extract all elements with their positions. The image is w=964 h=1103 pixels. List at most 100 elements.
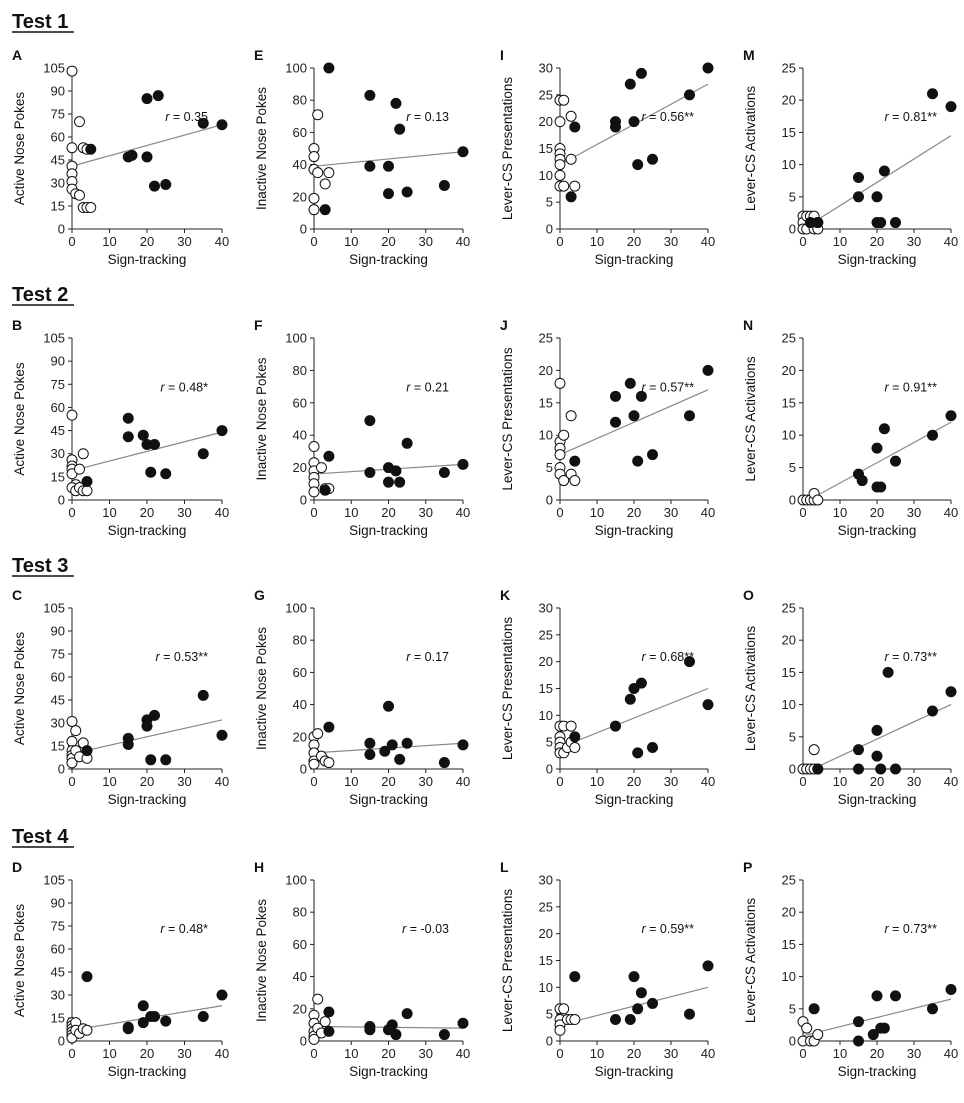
- regression-line: [559, 389, 709, 456]
- open-point: [308, 204, 320, 216]
- filled-point: [81, 745, 93, 757]
- filled-point: [882, 666, 894, 678]
- y-axis-label: Active Nose Pokes: [12, 904, 27, 1018]
- x-tick-label: 30: [907, 505, 921, 520]
- filled-point: [853, 171, 864, 183]
- y-tick-label: 20: [539, 363, 553, 378]
- filled-point: [853, 744, 864, 756]
- filled-point: [624, 1014, 636, 1026]
- r-annotation: r = 0.59**: [642, 922, 695, 936]
- x-tick-label: 30: [664, 234, 678, 249]
- y-tick-label: 0: [300, 1034, 307, 1049]
- x-tick-label: 40: [215, 774, 229, 789]
- x-axis-label: Sign-tracking: [349, 252, 428, 267]
- filled-point: [684, 656, 695, 668]
- filled-point: [457, 739, 469, 751]
- y-tick-label: 100: [285, 331, 307, 346]
- y-tick-label: 20: [293, 189, 307, 204]
- r-symbol: r: [885, 110, 890, 124]
- filled-point: [390, 1029, 402, 1041]
- open-point: [812, 494, 824, 506]
- filled-point: [945, 410, 957, 422]
- y-tick-label: 100: [285, 61, 307, 76]
- filled-point: [401, 437, 413, 449]
- y-tick-label: 75: [51, 647, 65, 662]
- filled-point: [383, 188, 394, 200]
- open-point: [308, 151, 320, 163]
- y-tick-label: 0: [789, 222, 796, 237]
- y-tick-label: 45: [51, 153, 65, 168]
- x-tick-label: 0: [799, 774, 806, 789]
- panel-d: D 0 15 30 45 60 75 90 105 0 10 20 30 40 Sign-tracking A…: [12, 859, 229, 1079]
- open-point: [554, 116, 566, 128]
- open-point: [554, 377, 566, 389]
- open-point: [66, 409, 78, 421]
- filled-point: [569, 121, 581, 133]
- filled-point: [565, 191, 577, 203]
- r-value: = 0.48*: [165, 922, 209, 936]
- x-tick-label: 0: [556, 774, 563, 789]
- panel-b: B 0 15 30 45 60 75 90 105 0 10 20 30 40 Sign-tracking A…: [12, 317, 229, 538]
- filled-point: [364, 160, 376, 172]
- filled-point: [216, 425, 228, 437]
- y-tick-label: 60: [293, 395, 307, 410]
- filled-point: [160, 179, 172, 191]
- filled-point: [632, 747, 644, 759]
- open-point: [308, 192, 320, 204]
- x-tick-label: 30: [907, 1046, 921, 1061]
- x-axis-label: Sign-tracking: [349, 523, 428, 538]
- x-tick-label: 10: [344, 1046, 358, 1061]
- x-tick-label: 10: [590, 774, 604, 789]
- x-tick-label: 40: [944, 1046, 958, 1061]
- r-value: = 0.57**: [646, 380, 694, 394]
- x-tick-label: 40: [944, 234, 958, 249]
- y-tick-label: 15: [782, 395, 796, 410]
- open-point: [66, 715, 78, 727]
- filled-point: [323, 450, 335, 462]
- x-axis-label: Sign-tracking: [595, 523, 674, 538]
- x-tick-label: 30: [664, 1046, 678, 1061]
- y-axis-label: Active Nose Pokes: [12, 92, 27, 206]
- x-tick-label: 0: [556, 505, 563, 520]
- x-tick-label: 0: [799, 234, 806, 249]
- x-tick-label: 10: [102, 774, 116, 789]
- filled-point: [383, 160, 394, 172]
- r-value: = 0.13: [410, 110, 449, 124]
- open-point: [308, 758, 320, 770]
- y-axis-label: Inactive Nose Pokes: [254, 627, 269, 750]
- open-point: [554, 1024, 566, 1036]
- r-annotation: r = 0.13: [406, 110, 449, 124]
- x-axis-label: Sign-tracking: [108, 792, 187, 807]
- filled-point: [867, 1029, 879, 1041]
- filled-point: [684, 89, 695, 101]
- open-point: [323, 167, 335, 179]
- y-tick-label: 10: [782, 969, 796, 984]
- open-point: [569, 1014, 581, 1026]
- open-point: [569, 180, 581, 192]
- y-tick-label: 15: [539, 681, 553, 696]
- x-tick-label: 20: [140, 505, 154, 520]
- filled-point: [878, 165, 890, 177]
- filled-point: [137, 1017, 149, 1029]
- filled-point: [149, 1010, 160, 1022]
- x-axis-label: Sign-tracking: [108, 523, 187, 538]
- x-tick-label: 10: [833, 234, 847, 249]
- y-tick-label: 90: [51, 896, 65, 911]
- open-point: [569, 475, 581, 487]
- r-annotation: r = 0.57**: [642, 380, 695, 394]
- y-tick-label: 0: [58, 1034, 65, 1049]
- open-point: [319, 1016, 331, 1028]
- x-tick-label: 10: [102, 234, 116, 249]
- y-tick-label: 45: [51, 965, 65, 980]
- x-axis-label: Sign-tracking: [349, 792, 428, 807]
- open-point: [558, 1003, 570, 1015]
- filled-point: [81, 971, 93, 983]
- filled-point: [122, 431, 134, 443]
- open-point: [554, 169, 566, 181]
- filled-point: [890, 763, 901, 775]
- y-tick-label: 20: [782, 905, 796, 920]
- x-tick-label: 40: [944, 774, 958, 789]
- y-axis-label: Inactive Nose Pokes: [254, 87, 269, 210]
- regression-line: [313, 151, 464, 167]
- panel-letter: C: [12, 587, 22, 603]
